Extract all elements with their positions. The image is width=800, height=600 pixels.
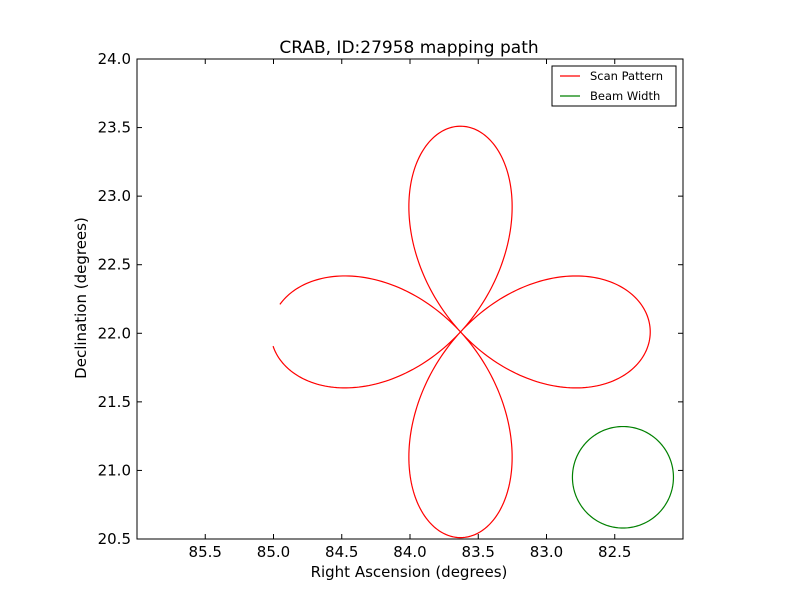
x-tick-label: 85.0 [257,543,290,561]
chart-title: CRAB, ID:27958 mapping path [279,38,538,58]
y-tick-label: 24.0 [98,50,131,68]
legend-box [551,65,677,107]
y-tick-label: 21.5 [98,393,131,411]
x-tick-label: 85.5 [189,543,222,561]
x-tick-label: 84.5 [325,543,358,561]
x-tick-label: 84.0 [393,543,426,561]
legend: Scan Pattern Beam Width [551,65,677,107]
x-tick-label: 83.0 [530,543,563,561]
x-tick-label: 83.5 [462,543,495,561]
y-tick-label: 22.5 [98,256,131,274]
beam-width-line [571,425,675,529]
y-tick-label: 23.5 [98,119,131,137]
y-tick-label: 20.5 [98,530,131,548]
scan-pattern-line [272,125,651,539]
legend-label-beam-width: Beam Width [590,89,660,103]
y-axis-label: Declination (degrees) [72,217,90,379]
plot-area [136,58,684,540]
y-tick-label: 21.0 [98,461,131,479]
y-tick-label: 22.0 [98,324,131,342]
plot-frame [136,58,684,540]
y-tick-label: 23.0 [98,187,131,205]
y-axis-ticks: 20.5 21.0 21.5 22.0 22.5 23.0 23.5 24.0 [98,50,683,548]
x-tick-label: 82.5 [598,543,631,561]
legend-label-scan-pattern: Scan Pattern [590,69,663,83]
x-axis-ticks: 85.5 85.0 84.5 84.0 83.5 83.0 82.5 [189,59,631,561]
x-axis-label: Right Ascension (degrees) [311,563,508,581]
